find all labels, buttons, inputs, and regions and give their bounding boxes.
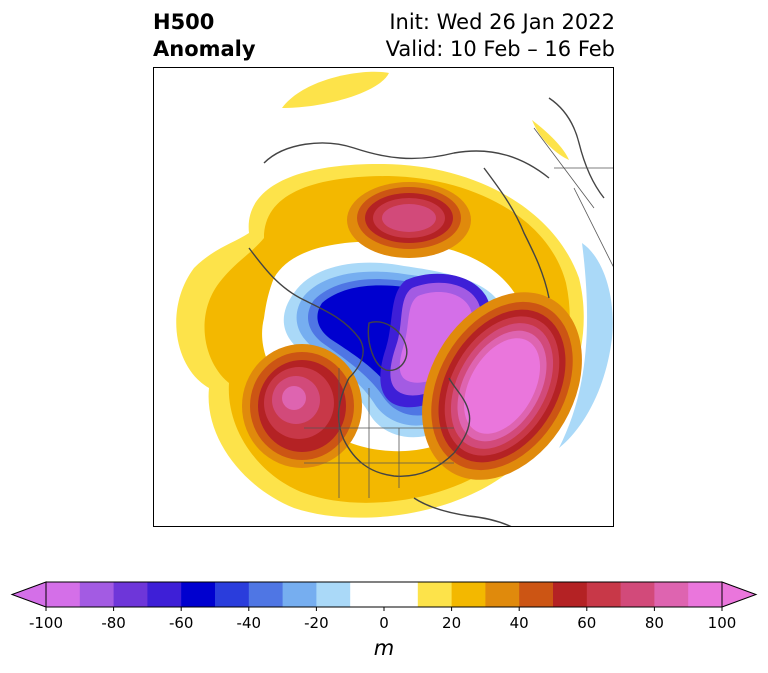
- colorbar: [10, 581, 758, 611]
- colorbar-tick-label: 20: [442, 614, 462, 632]
- colorbar-tick-label: -40: [236, 614, 262, 632]
- init-date: Init: Wed 26 Jan 2022: [389, 10, 615, 34]
- colorbar-segment: [451, 582, 486, 607]
- colorbar-segment: [215, 582, 250, 607]
- colorbar-tick-label: 80: [644, 614, 664, 632]
- colorbar-tick-label: -20: [304, 614, 329, 632]
- positive-center-arctic: [347, 182, 471, 258]
- colorbar-tick-label: 40: [509, 614, 529, 632]
- colorbar-segment: [417, 582, 453, 607]
- colorbar-segment: [350, 582, 419, 607]
- colorbar-segment: [485, 582, 520, 607]
- colorbar-segment: [316, 582, 351, 607]
- colorbar-segment: [688, 582, 723, 607]
- political-borders: [304, 127, 613, 498]
- anomaly-map: [153, 67, 614, 527]
- colorbar-over-extend: [721, 581, 758, 608]
- negative-streak-east: [559, 243, 613, 448]
- colorbar-tick-label: -100: [28, 614, 64, 632]
- colorbar-segment: [79, 582, 115, 607]
- colorbar-segment: [113, 582, 148, 607]
- colorbar-segment: [181, 582, 216, 607]
- anomaly-map-canvas: [176, 71, 613, 526]
- colorbar-segment: [654, 582, 689, 607]
- map-title-line1: H500: [153, 10, 215, 34]
- colorbar-segment: [519, 582, 554, 607]
- colorbar-segment: [248, 582, 284, 607]
- colorbar-unit: m: [373, 636, 395, 660]
- positive-streak-north: [282, 71, 389, 108]
- colorbar-tick-label: 60: [577, 614, 597, 632]
- colorbar-tick-label: 100: [707, 614, 737, 632]
- colorbar-tick-label: -80: [101, 614, 126, 632]
- colorbar-tick-label: -60: [168, 614, 194, 632]
- positive-streak-northeast: [532, 120, 569, 160]
- colorbar-segment: [46, 582, 81, 607]
- colorbar-tick-label: 0: [379, 614, 389, 632]
- colorbar-segment: [620, 582, 655, 607]
- positive-center-west: [242, 344, 362, 468]
- colorbar-segment: [553, 582, 588, 607]
- colorbar-under-extend: [10, 581, 47, 608]
- positive-center-atlantic: [422, 292, 582, 480]
- colorbar-segment: [586, 582, 622, 607]
- valid-date-range: Valid: 10 Feb – 16 Feb: [385, 37, 615, 61]
- colorbar-segment: [147, 582, 182, 607]
- map-title: H500 Anomaly: [153, 9, 256, 63]
- colorbar-segment: [282, 582, 317, 607]
- map-dates: Init: Wed 26 Jan 2022 Valid: 10 Feb – 16…: [386, 9, 615, 63]
- map-title-line2: Anomaly: [153, 37, 256, 61]
